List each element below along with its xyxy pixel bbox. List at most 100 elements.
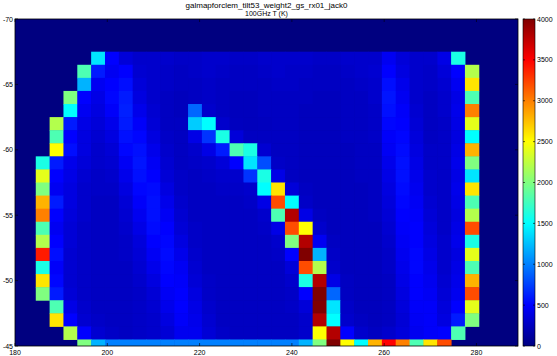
cell — [326, 117, 340, 131]
cell — [77, 196, 91, 210]
cell — [423, 91, 437, 105]
cell — [382, 261, 396, 275]
cell — [160, 326, 174, 340]
cell — [340, 52, 354, 66]
cell — [451, 300, 465, 314]
cell — [396, 313, 410, 327]
cell — [437, 52, 451, 66]
cell — [77, 261, 91, 275]
y-tick-label: -65 — [3, 81, 13, 88]
cell — [354, 169, 368, 183]
cell — [91, 300, 105, 314]
cell — [147, 78, 161, 92]
cell — [63, 326, 77, 340]
cell — [382, 143, 396, 157]
cell — [451, 209, 465, 223]
cell — [382, 156, 396, 170]
cell — [133, 222, 147, 236]
cell — [451, 130, 465, 144]
cell — [202, 183, 216, 197]
cell — [465, 300, 479, 314]
cell — [216, 156, 230, 170]
cell — [160, 91, 174, 105]
y-tick — [15, 19, 18, 20]
x-tick — [199, 343, 200, 346]
cell — [77, 313, 91, 327]
cell — [63, 183, 77, 197]
cell — [216, 222, 230, 236]
cell — [285, 300, 299, 314]
cell — [133, 156, 147, 170]
cell — [119, 209, 133, 223]
cell — [313, 248, 327, 262]
cell — [147, 248, 161, 262]
cell — [368, 196, 382, 210]
cell — [230, 222, 244, 236]
cell — [451, 78, 465, 92]
cell — [230, 130, 244, 144]
cell — [119, 169, 133, 183]
cell — [410, 91, 424, 105]
cell — [326, 52, 340, 66]
colorbar-tick — [533, 264, 535, 265]
cell — [147, 300, 161, 314]
cell — [63, 300, 77, 314]
cell — [396, 339, 410, 346]
cell — [202, 143, 216, 157]
cell — [119, 78, 133, 92]
cell — [105, 78, 119, 92]
cell — [202, 104, 216, 118]
cell — [285, 52, 299, 66]
cell — [243, 91, 257, 105]
cell — [91, 274, 105, 288]
cell — [105, 222, 119, 236]
cell — [257, 91, 271, 105]
cell — [396, 287, 410, 301]
cell — [257, 235, 271, 249]
cell — [243, 130, 257, 144]
cell — [410, 196, 424, 210]
x-tick-label: 260 — [378, 349, 390, 356]
colorbar-tick — [533, 223, 535, 224]
cell — [271, 196, 285, 210]
cell — [368, 248, 382, 262]
cell — [285, 143, 299, 157]
cell — [160, 287, 174, 301]
y-tick — [15, 84, 18, 85]
cell — [451, 235, 465, 249]
cell — [216, 235, 230, 249]
cell — [257, 248, 271, 262]
cell — [91, 261, 105, 275]
cell — [299, 274, 313, 288]
cell — [216, 130, 230, 144]
cell — [410, 235, 424, 249]
cell — [36, 222, 50, 236]
cell — [230, 117, 244, 131]
cell — [63, 261, 77, 275]
cell — [326, 339, 340, 346]
cell — [313, 196, 327, 210]
cell — [368, 326, 382, 340]
cell — [36, 183, 50, 197]
cell — [285, 65, 299, 79]
cell — [230, 91, 244, 105]
cell — [188, 183, 202, 197]
cell — [257, 313, 271, 327]
cell — [77, 339, 91, 346]
cell — [36, 169, 50, 183]
cell — [285, 78, 299, 92]
cell — [271, 104, 285, 118]
cell — [77, 300, 91, 314]
cell — [119, 183, 133, 197]
cell — [36, 209, 50, 223]
cell — [119, 313, 133, 327]
cell — [382, 65, 396, 79]
cell — [396, 300, 410, 314]
cell — [216, 104, 230, 118]
cell — [91, 248, 105, 262]
y-tick-label: -70 — [3, 16, 13, 23]
cell — [271, 169, 285, 183]
x-tick-label: 280 — [471, 349, 483, 356]
cell — [188, 274, 202, 288]
cell — [396, 117, 410, 131]
